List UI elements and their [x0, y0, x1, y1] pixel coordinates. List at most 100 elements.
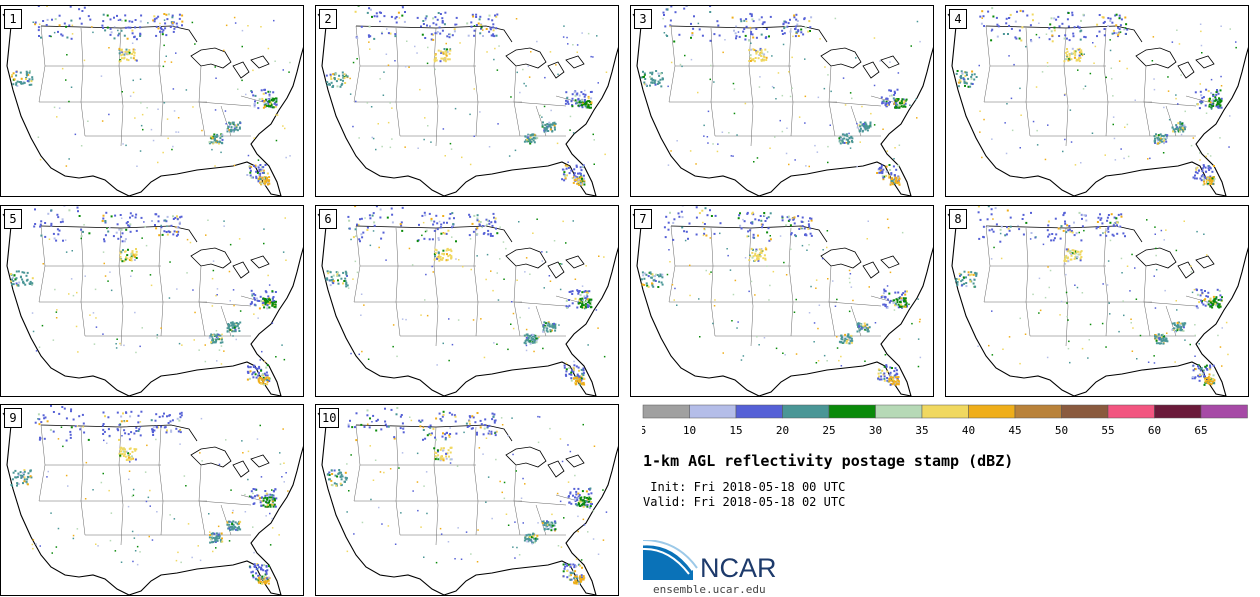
coastline [632, 13, 933, 196]
great-lakes [820, 47, 900, 79]
init-time: Init: Fri 2018-05-18 00 UTC [643, 480, 846, 494]
reflectivity-echoes [955, 206, 1229, 386]
map-panel-6: 6 [315, 205, 619, 397]
colorbar: 5 10 15 20 25 30 35 40 45 50 55 60 65 [642, 404, 1248, 437]
great-lakes [190, 446, 270, 478]
reflectivity-map [2, 6, 303, 196]
colorbar-swatch [828, 404, 876, 419]
reflectivity-echoes [325, 6, 608, 186]
colorbar-swatch [1014, 404, 1062, 419]
colorbar-swatch [921, 404, 969, 419]
reflectivity-echoes [640, 6, 921, 186]
coastline [317, 13, 618, 196]
colorbar-swatch [1200, 404, 1248, 419]
state-borders [38, 225, 264, 347]
coastline [632, 213, 933, 396]
reflectivity-map [317, 407, 618, 595]
national-border [670, 225, 828, 243]
product-title: 1-km AGL reflectivity postage stamp (dBZ… [643, 452, 1014, 470]
colorbar-tick-label: 65 [1194, 424, 1207, 437]
ncar-logo-icon [643, 540, 698, 580]
colorbar-tick-label: 10 [683, 424, 696, 437]
colorbar-swatch [968, 404, 1016, 419]
colorbar-swatch [782, 404, 830, 419]
panel-number: 10 [319, 408, 340, 428]
reflectivity-echoes [640, 206, 922, 386]
state-borders [353, 225, 579, 347]
panel-number: 2 [319, 9, 337, 29]
panel-number: 6 [319, 209, 337, 229]
reflectivity-map [2, 405, 303, 595]
website-url: ensemble.ucar.edu [653, 583, 766, 596]
reflectivity-echoes [10, 405, 289, 585]
panel-number: 8 [949, 209, 967, 229]
coastline [947, 213, 1248, 396]
national-border [355, 424, 513, 442]
map-panel-9: 9 [0, 404, 304, 596]
map-panel-2: 2 [315, 5, 619, 197]
map-panel-7: 7 [630, 205, 934, 397]
panel-number: 3 [634, 9, 652, 29]
great-lakes [190, 247, 270, 279]
colorbar-tick-label: 20 [776, 424, 789, 437]
colorbar-swatch [1154, 404, 1202, 419]
great-lakes [505, 446, 585, 478]
reflectivity-map [632, 206, 933, 396]
state-borders [983, 225, 1209, 347]
national-border [355, 25, 513, 43]
great-lakes [820, 247, 900, 279]
coastline [2, 13, 303, 196]
map-panel-8: 8 [945, 205, 1249, 397]
coastline [947, 13, 1248, 196]
coastline [317, 213, 618, 396]
great-lakes [1135, 47, 1215, 79]
colorbar-swatch [735, 404, 783, 419]
great-lakes [190, 47, 270, 79]
coastline [317, 412, 618, 595]
state-borders [983, 25, 1209, 147]
reflectivity-map [947, 7, 1248, 196]
reflectivity-map [632, 6, 933, 196]
coastline [2, 412, 303, 595]
colorbar-tick-label: 5 [642, 424, 646, 437]
national-border [670, 25, 828, 43]
great-lakes [505, 47, 585, 79]
colorbar-tick-label: 60 [1148, 424, 1161, 437]
state-borders [38, 25, 264, 147]
panel-number: 4 [949, 9, 967, 29]
colorbar-tick-label: 40 [962, 424, 975, 437]
map-panel-1: 1 [0, 5, 304, 197]
colorbar-swatch [689, 404, 737, 419]
national-border [40, 424, 198, 442]
colorbar-tick-label: 15 [729, 424, 742, 437]
colorbar-tick-label: 45 [1008, 424, 1021, 437]
panel-number: 7 [634, 209, 652, 229]
great-lakes [1135, 247, 1215, 279]
panel-number: 1 [4, 9, 22, 29]
colorbar-tick-label: 55 [1101, 424, 1114, 437]
reflectivity-map [317, 206, 618, 396]
state-borders [38, 424, 264, 546]
state-borders [353, 25, 579, 147]
reflectivity-echoes [10, 206, 287, 386]
valid-time: Valid: Fri 2018-05-18 02 UTC [643, 495, 846, 509]
coastline [2, 213, 303, 396]
colorbar-tick-label: 30 [869, 424, 882, 437]
reflectivity-map [947, 206, 1248, 396]
map-panel-4: 4 [945, 5, 1249, 197]
map-panel-3: 3 [630, 5, 934, 197]
reflectivity-echoes [10, 6, 291, 186]
colorbar-swatch [642, 404, 690, 419]
colorbar-swatch [1107, 404, 1155, 419]
colorbar-swatch [875, 404, 923, 419]
panel-number: 5 [4, 209, 22, 229]
state-borders [668, 25, 894, 147]
colorbar-tick-label: 35 [915, 424, 928, 437]
reflectivity-echoes [325, 206, 606, 386]
logo-text: NCAR [700, 553, 777, 583]
map-panel-5: 5 [0, 205, 304, 397]
great-lakes [505, 247, 585, 279]
reflectivity-map [317, 6, 618, 196]
colorbar-tick-label: 50 [1055, 424, 1068, 437]
reflectivity-map [2, 206, 303, 396]
